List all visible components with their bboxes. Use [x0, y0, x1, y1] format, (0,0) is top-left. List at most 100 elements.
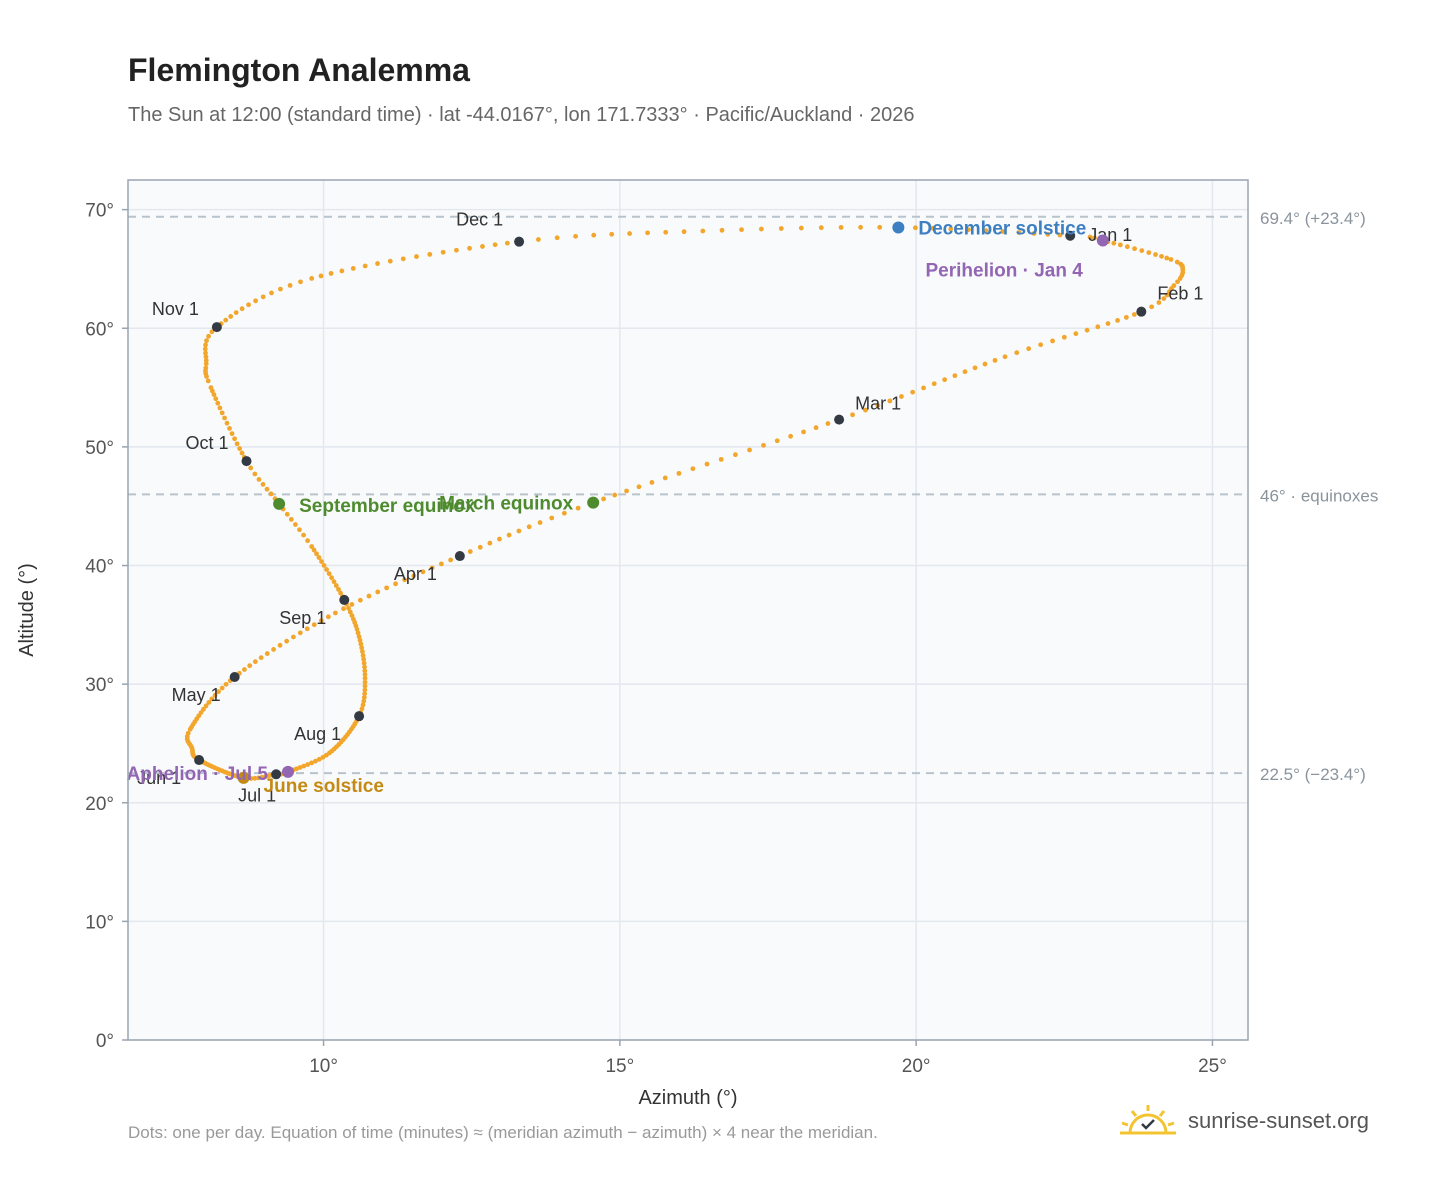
analemma-day-dot	[400, 256, 406, 262]
analemma-day-dot	[1016, 230, 1022, 235]
analemma-day-dot	[761, 442, 766, 448]
analemma-day-dot	[813, 425, 819, 431]
analemma-day-dot	[304, 626, 310, 632]
analemma-day-dot	[269, 290, 274, 296]
brand[interactable]: sunrise-sunset.org	[1118, 1103, 1369, 1139]
analemma-day-dot	[217, 405, 223, 411]
analemma-day-dot	[362, 664, 367, 670]
analemma-day-dot	[234, 441, 240, 447]
analemma-day-dot	[318, 273, 324, 279]
month-marker-label: Mar 1	[855, 394, 901, 414]
analemma-day-dot	[256, 477, 262, 482]
analemma-day-dot	[931, 381, 937, 387]
analemma-day-dot	[910, 389, 916, 395]
analemma-day-dot	[1026, 346, 1032, 352]
analemma-day-dot	[778, 226, 784, 231]
analemma-day-dot	[375, 589, 381, 595]
month-marker-label: Jul 1	[238, 785, 276, 805]
analemma-day-dot	[942, 377, 948, 383]
analemma-day-dot	[838, 225, 844, 230]
analemma-day-dot	[247, 663, 253, 669]
analemma-day-dot	[1105, 321, 1111, 326]
analemma-day-dot	[384, 585, 390, 591]
month-marker-label: Feb 1	[1157, 284, 1203, 304]
analemma-day-dot	[1161, 296, 1167, 301]
analemma-day-dot	[1168, 257, 1174, 262]
analemma-day-dot	[248, 465, 254, 471]
month-marker-dot	[339, 594, 350, 605]
analemma-day-dot	[825, 421, 831, 426]
month-marker-dot	[229, 672, 240, 683]
analemma-day-dot	[966, 227, 971, 233]
analemma-day-dot	[930, 225, 936, 231]
analemma-day-dot	[260, 482, 266, 487]
analemma-day-dot	[252, 471, 258, 477]
analemma-day-dot	[1061, 334, 1067, 340]
analemma-day-dot	[477, 544, 483, 550]
month-marker-label: Apr 1	[394, 564, 437, 584]
analemma-day-dot	[649, 480, 655, 485]
analemma-day-dot	[347, 609, 353, 615]
analemma-day-dot	[346, 605, 351, 611]
analemma-day-dot	[601, 496, 606, 502]
analemma-day-dot	[305, 538, 311, 544]
analemma-day-dot	[297, 765, 303, 770]
analemma-day-dot	[1149, 304, 1155, 310]
analemma-day-dot	[311, 547, 317, 553]
analemma-day-dot	[305, 762, 311, 767]
analemma-day-dot	[288, 516, 294, 522]
analemma-day-dot	[203, 350, 208, 356]
analemma-day-dot	[278, 286, 283, 292]
analemma-day-dot	[350, 266, 356, 271]
analemma-day-dot	[788, 433, 794, 439]
analemma-day-dot	[264, 486, 270, 492]
analemma-day-dot	[700, 228, 706, 234]
analemma-day-dot	[1132, 246, 1137, 252]
analemma-day-dot	[402, 577, 408, 583]
page-title: Flemington Analemma	[128, 52, 470, 88]
analemma-day-dot	[858, 224, 863, 230]
analemma-day-dot	[206, 700, 212, 705]
month-marker-dot	[271, 769, 282, 780]
analemma-day-dot	[561, 510, 567, 516]
analemma-day-dot	[1092, 235, 1097, 241]
event-marker-label: Perihelion · Jan 4	[925, 260, 1083, 281]
analemma-day-dot	[429, 565, 435, 571]
analemma-day-dot	[268, 491, 274, 497]
analemma-day-dot	[1117, 242, 1123, 248]
event-marker-dot	[1096, 234, 1109, 247]
analemma-day-dot	[612, 492, 618, 498]
analemma-day-dot	[314, 551, 319, 557]
analemma-day-dot	[1084, 327, 1090, 333]
analemma-day-dot	[454, 247, 459, 253]
analemma-day-dot	[1146, 250, 1152, 255]
analemma-day-dot	[962, 369, 968, 375]
analemma-day-dot	[439, 561, 444, 567]
analemma-day-dot	[291, 634, 296, 640]
analemma-day-dot	[237, 446, 243, 451]
analemma-day-dot	[1031, 231, 1037, 236]
axis-ticks: 10° 15° 20° 25° 0° 10° 20° 30° 40° 50° 60° 70°	[85, 201, 1227, 1077]
analemma-day-dot	[360, 702, 366, 708]
analemma-day-dot	[1014, 350, 1020, 356]
analemma-day-dot	[297, 630, 303, 636]
x-tick-label: 15°	[605, 1056, 634, 1077]
analemma-day-dot	[227, 426, 232, 431]
analemma-day-dot	[316, 756, 322, 762]
analemma-day-dot	[663, 229, 669, 235]
analemma-day-dot	[362, 679, 368, 685]
analemma-day-dot	[366, 593, 372, 599]
analemma-day-dot	[526, 524, 532, 530]
analemma-day-dot	[801, 429, 806, 435]
analemma-day-dot	[309, 544, 315, 549]
analemma-day-dot	[319, 559, 324, 564]
analemma-day-dot	[393, 581, 398, 587]
analemma-day-dot	[718, 456, 724, 462]
analemma-day-dot	[627, 231, 633, 236]
analemma-day-dot	[297, 527, 302, 533]
analemma-day-dot	[339, 268, 345, 274]
month-marker-label: Aug 1	[294, 724, 341, 744]
analemma-day-dot	[206, 333, 211, 339]
analemma-day-dot	[887, 398, 893, 404]
analemma-day-dot	[219, 685, 225, 691]
